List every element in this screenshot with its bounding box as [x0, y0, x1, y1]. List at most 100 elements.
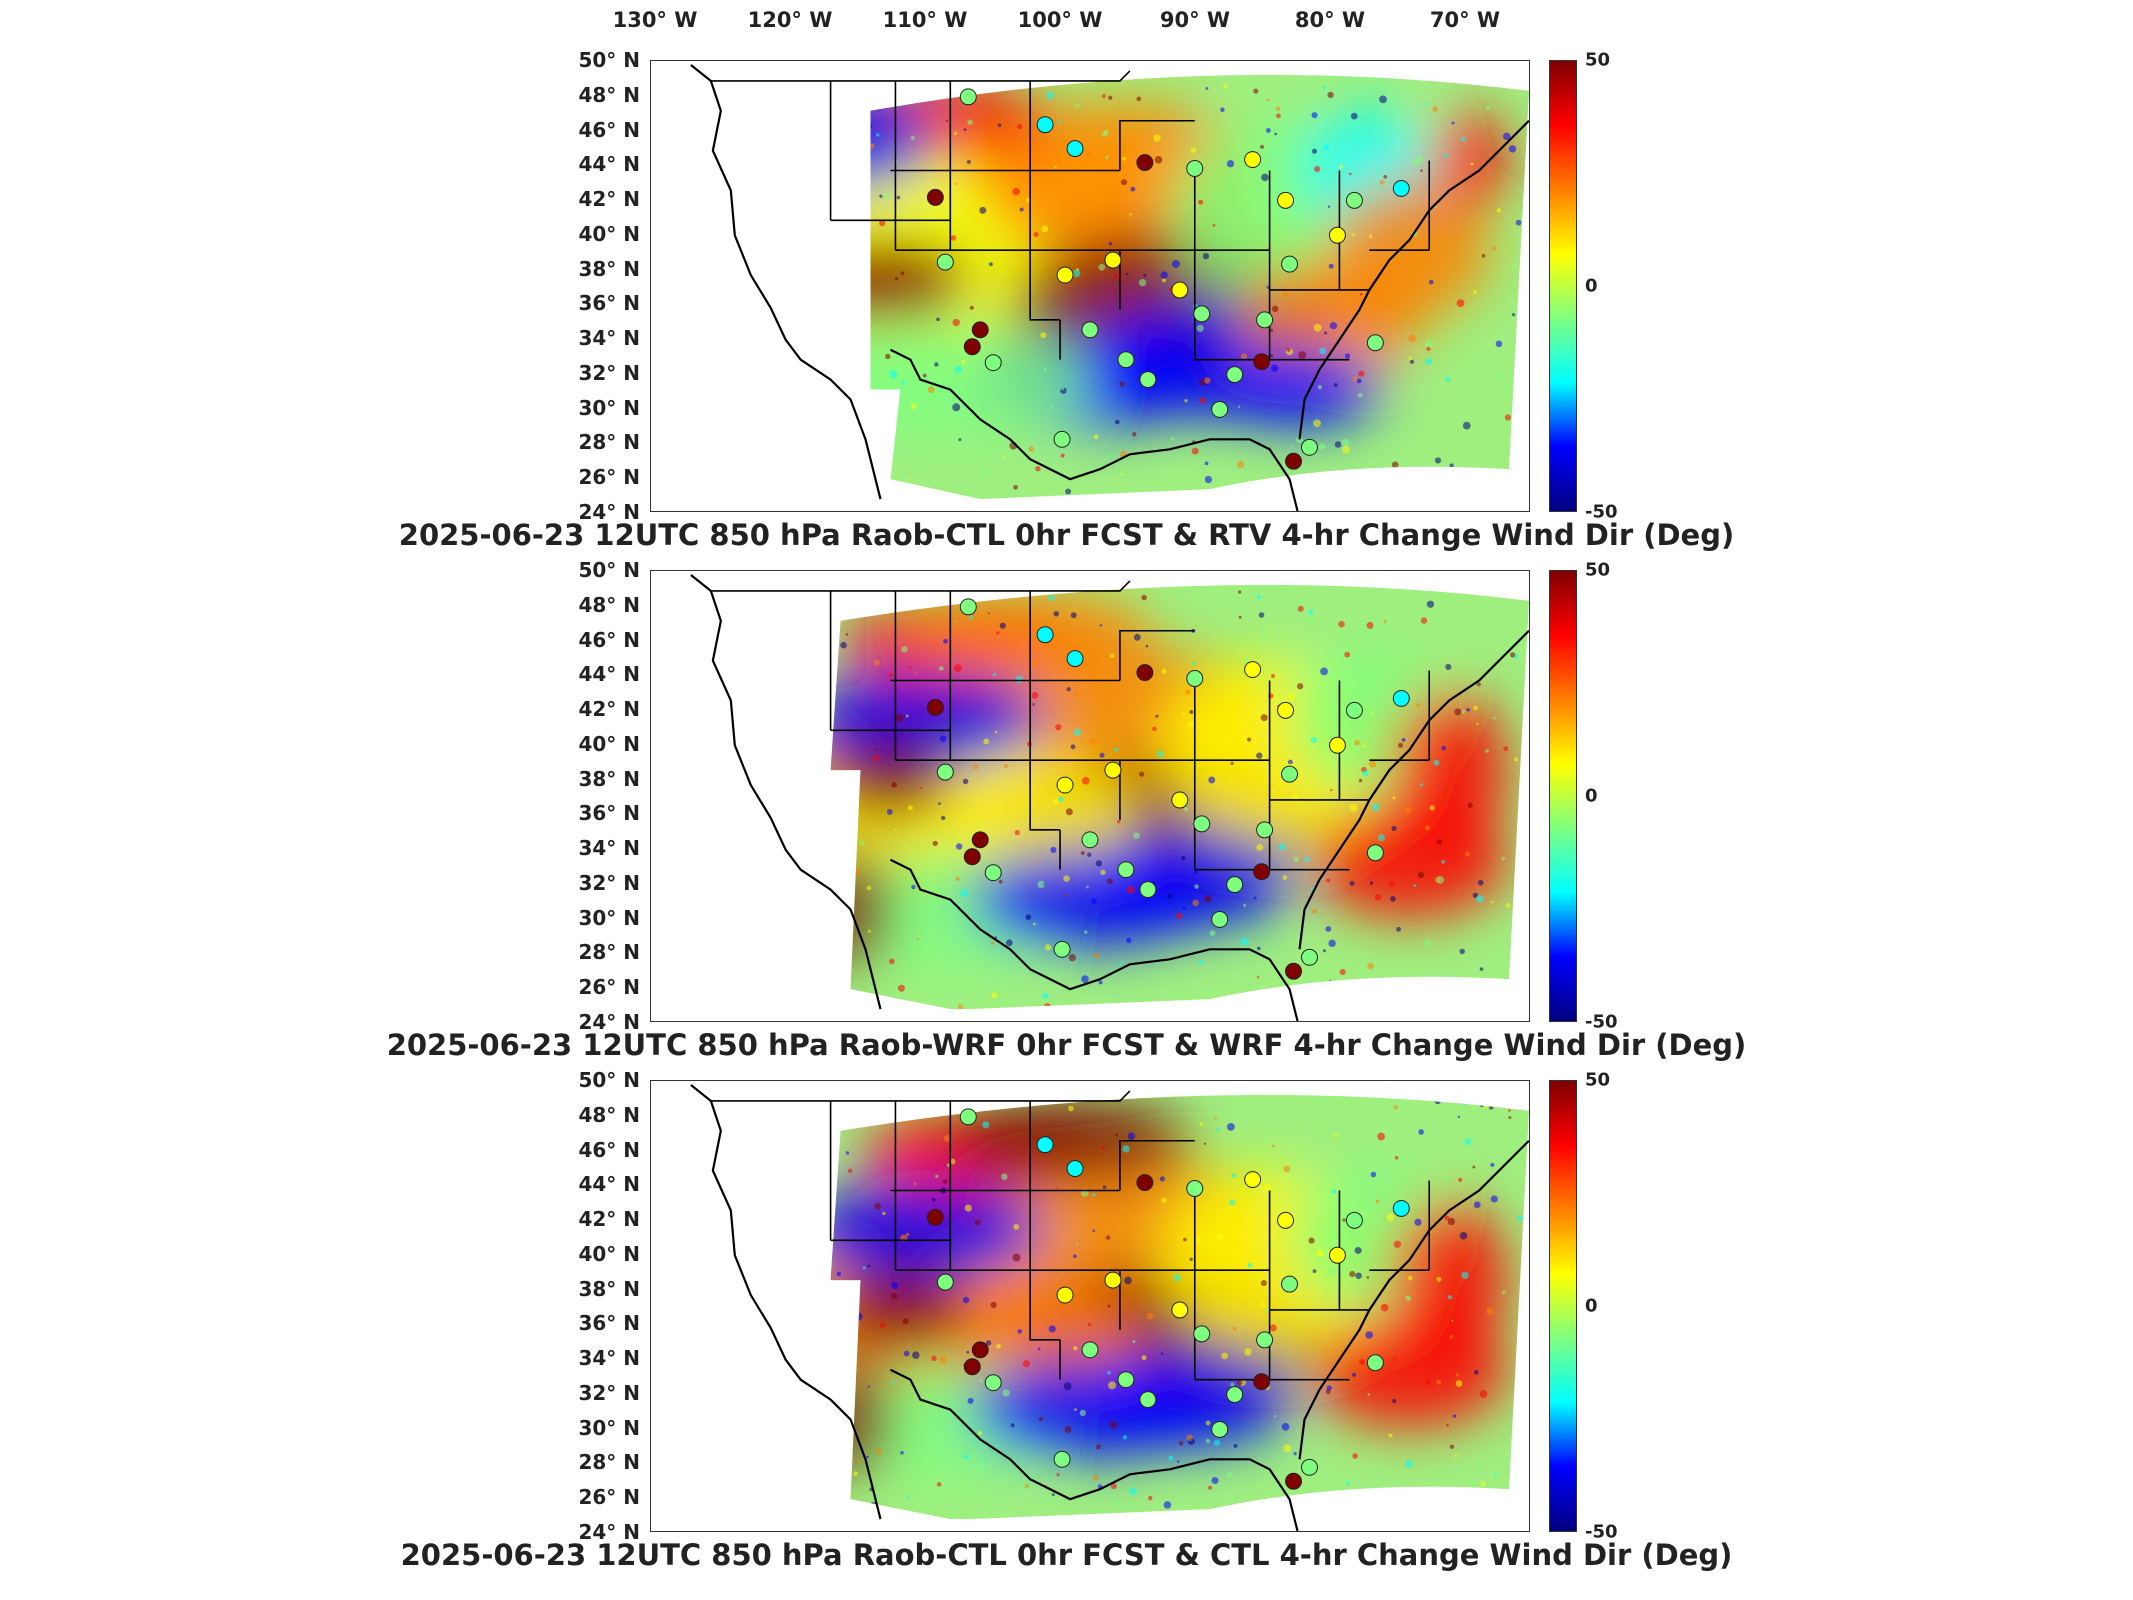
raob-station-marker [1066, 1160, 1084, 1178]
latitude-tick-label: 30° N [578, 395, 640, 420]
raob-station-marker [1211, 1420, 1229, 1438]
latitude-tick-label: 38° N [578, 1276, 640, 1301]
latitude-tick-label: 36° N [578, 1311, 640, 1336]
latitude-tick-label: 50° N [578, 1068, 640, 1092]
colorbar-mid-label: 0 [1585, 275, 1598, 297]
latitude-tick-label: 24° N [578, 1520, 640, 1544]
wind-direction-change-field [830, 584, 1529, 1010]
latitude-tick-label: 42° N [578, 187, 640, 212]
panel-title: 2025-06-23 12UTC 850 hPa Raob-CTL 0hr FC… [398, 518, 1735, 552]
map-panel [650, 60, 1530, 512]
raob-station-marker [984, 1374, 1002, 1392]
latitude-tick-label: 44° N [578, 1172, 640, 1197]
raob-station-marker [1171, 1301, 1189, 1319]
raob-station-marker [1036, 116, 1054, 134]
raob-station-marker [926, 188, 944, 206]
raob-station-marker [1053, 430, 1071, 448]
raob-station-marker [1193, 1325, 1211, 1343]
raob-station-marker [1136, 154, 1154, 172]
raob-station-marker [959, 88, 977, 106]
raob-station-marker [926, 1208, 944, 1226]
raob-station-marker [1139, 881, 1157, 899]
colorbar-max-label: 50 [1585, 1069, 1611, 1091]
latitude-tick-label: 38° N [578, 256, 640, 281]
raob-station-marker [1117, 351, 1135, 369]
raob-station-marker [1345, 701, 1363, 719]
raob-station-marker [1104, 251, 1122, 269]
latitude-tick-label: 44° N [578, 662, 640, 687]
raob-station-marker [1285, 452, 1303, 470]
colorbar-mid-label: 0 [1585, 1295, 1598, 1317]
map-panel [650, 570, 1530, 1022]
raob-station-marker [1136, 664, 1154, 682]
raob-station-marker [1301, 438, 1318, 456]
longitude-tick-label: 120° W [747, 8, 833, 32]
raob-station-marker [963, 1358, 981, 1376]
colorbar-max-label: 50 [1585, 559, 1611, 581]
panel-title: 2025-06-23 12UTC 850 hPa Raob-WRF 0hr FC… [386, 1028, 1747, 1062]
raob-station-marker [1366, 844, 1384, 862]
raob-station-marker [1104, 761, 1122, 779]
raob-station-marker [1253, 353, 1271, 371]
coastline [690, 1084, 1529, 1531]
longitude-tick-label: 100° W [1017, 8, 1103, 32]
longitude-tick-label: 70° W [1429, 8, 1501, 32]
raob-station-marker [1253, 1373, 1271, 1391]
latitude-tick-label: 34° N [578, 836, 640, 861]
raob-station-marker [1186, 1180, 1204, 1197]
panel-title: 2025-06-23 12UTC 850 hPa Raob-CTL 0hr FC… [400, 1538, 1733, 1572]
wind-direction-change-field [870, 74, 1529, 500]
raob-station-marker [1036, 1136, 1054, 1154]
raob-station-marker [1366, 1354, 1384, 1372]
colorbar [1549, 570, 1577, 1022]
wind-direction-change-field [830, 1094, 1529, 1520]
colorbar-min-label: -50 [1585, 1011, 1618, 1033]
latitude-tick-label: 42° N [578, 1207, 640, 1232]
raob-station-marker [1117, 861, 1135, 879]
colorbar-min-label: -50 [1585, 1521, 1618, 1543]
raob-station-marker [1066, 140, 1084, 158]
raob-stations [926, 88, 1410, 470]
raob-station-marker [1301, 1458, 1318, 1476]
latitude-tick-label: 32° N [578, 360, 640, 385]
latitude-tick-label: 50° N [578, 48, 640, 72]
raob-station-marker [1328, 226, 1346, 244]
latitude-tick-label: 40° N [578, 221, 640, 246]
map-panel [650, 1080, 1530, 1532]
raob-station-marker [1281, 255, 1299, 273]
latitude-tick-label: 44° N [578, 152, 640, 177]
raob-station-marker [1253, 863, 1271, 881]
latitude-tick-label: 24° N [578, 1010, 640, 1034]
raob-stations [926, 598, 1410, 980]
raob-station-marker [1226, 876, 1244, 894]
raob-station-marker [926, 698, 944, 716]
latitude-tick-label: 36° N [578, 291, 640, 316]
raob-station-marker [1081, 321, 1099, 339]
latitude-tick-label: 48° N [578, 592, 640, 617]
raob-station-marker [959, 1108, 977, 1126]
raob-station-marker [1256, 821, 1274, 839]
longitude-tick-label: 130° W [612, 8, 698, 32]
raob-station-marker [1056, 1286, 1074, 1304]
raob-stations [926, 1108, 1410, 1490]
raob-station-marker [1281, 1275, 1299, 1293]
raob-station-marker [1171, 281, 1189, 299]
raob-station-marker [984, 864, 1002, 882]
colorbar [1549, 1080, 1577, 1532]
raob-station-marker [971, 1341, 989, 1359]
latitude-tick-label: 26° N [578, 465, 640, 490]
raob-station-marker [1244, 661, 1262, 679]
raob-station-marker [1392, 179, 1410, 197]
raob-station-marker [1345, 1211, 1363, 1229]
raob-station-marker [1301, 948, 1318, 966]
raob-station-marker [1285, 1472, 1303, 1490]
raob-station-marker [1366, 334, 1384, 352]
latitude-tick-label: 38° N [578, 766, 640, 791]
colorbar [1549, 60, 1577, 512]
raob-station-marker [936, 763, 954, 781]
latitude-tick-label: 26° N [578, 975, 640, 1000]
raob-station-marker [1281, 765, 1299, 783]
raob-station-marker [1392, 1199, 1410, 1217]
latitude-tick-label: 46° N [578, 117, 640, 142]
raob-station-marker [1081, 831, 1099, 849]
